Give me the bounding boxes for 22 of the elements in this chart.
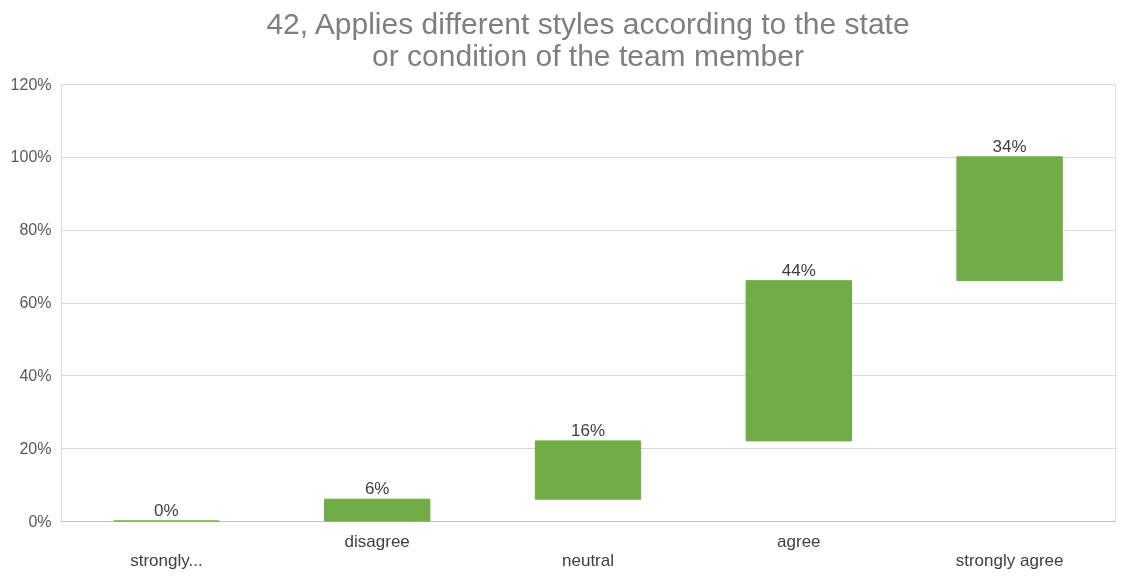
- y-tick-label: 120%: [10, 75, 52, 93]
- x-tick-label: disagree: [344, 531, 410, 551]
- y-tick-label: 80%: [19, 221, 52, 239]
- data-label: 6%: [364, 479, 390, 499]
- data-label: 34%: [992, 136, 1027, 156]
- chart-title: 42, Applies different styles according to the state or condition of the team member: [266, 7, 910, 72]
- x-tick-label: neutral: [562, 550, 614, 570]
- x-tick-label: strongly...: [130, 550, 203, 570]
- data-label: 0%: [154, 501, 179, 520]
- x-tick-label: agree: [777, 531, 821, 551]
- bar: [324, 498, 431, 522]
- y-tick-label: 100%: [10, 148, 52, 166]
- y-tick-label: 20%: [19, 439, 52, 457]
- bar: [745, 280, 852, 442]
- x-tick-label: strongly agree: [955, 550, 1064, 570]
- data-label: 16%: [570, 420, 606, 440]
- bar: [534, 440, 642, 500]
- data-label: 44%: [781, 260, 816, 280]
- y-tick-label: 0%: [28, 512, 52, 530]
- y-tick-label: 40%: [19, 366, 52, 384]
- y-tick-label: 60%: [19, 294, 52, 311]
- bar: [956, 156, 1063, 282]
